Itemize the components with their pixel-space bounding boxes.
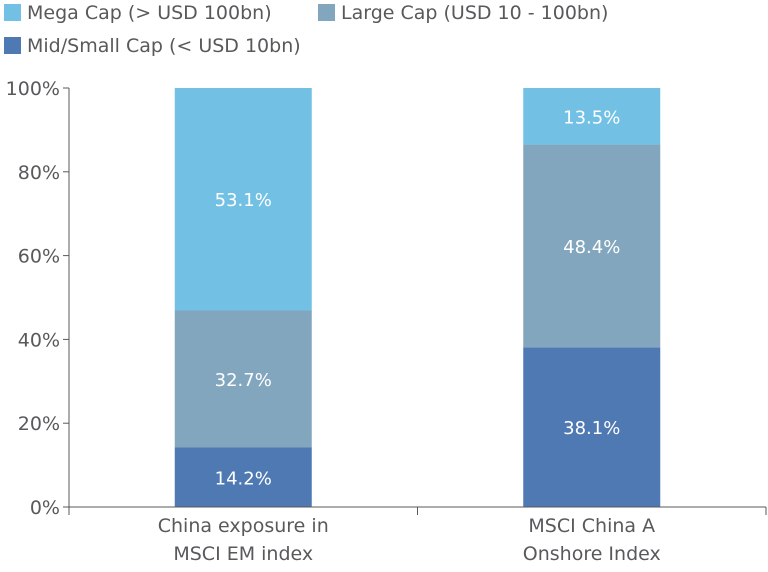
bar-segment [174, 310, 312, 448]
bar-segment [523, 144, 661, 348]
y-axis: 0% 20% 40% 60% 80% 100% [6, 78, 70, 519]
data-label: 48.4% [563, 237, 620, 258]
data-label: 53.1% [215, 190, 272, 211]
y-tick-label: 20% [18, 413, 60, 435]
legend-swatch [4, 4, 21, 21]
category-label: China exposure in MSCI EM index [158, 515, 329, 565]
data-label: 32.7% [215, 370, 272, 391]
legend-label: Large Cap (USD 10 - 100bn) [341, 2, 608, 24]
legend-label: Mega Cap (> USD 100bn) [27, 2, 272, 24]
bars: 14.2% 32.7% 53.1% 38.1% 48.4% 13.5% [174, 88, 661, 507]
y-tick-label: 0% [30, 497, 60, 519]
legend-item: Mid/Small Cap (< USD 10bn) [4, 35, 301, 57]
y-tick-label: 40% [18, 329, 60, 351]
legend-label: Mid/Small Cap (< USD 10bn) [27, 35, 301, 57]
legend-swatch [318, 4, 335, 21]
data-label: 38.1% [563, 418, 620, 439]
legend-item: Large Cap (USD 10 - 100bn) [318, 2, 608, 24]
bar-segment [523, 88, 661, 145]
data-label: 14.2% [215, 468, 272, 489]
data-label: 13.5% [563, 107, 620, 128]
y-tick-label: 60% [18, 246, 60, 268]
y-tick-label: 100% [6, 78, 60, 100]
bar-segment [523, 347, 661, 507]
legend: Mega Cap (> USD 100bn) Large Cap (USD 10 … [4, 2, 608, 57]
bar-segment [174, 88, 312, 311]
x-axis: China exposure in MSCI EM index MSCI China… [68, 506, 767, 565]
legend-item: Mega Cap (> USD 100bn) [4, 2, 272, 24]
category-label: MSCI China A Onshore Index [523, 515, 661, 565]
legend-swatch [4, 37, 21, 54]
bar-segment [174, 447, 312, 507]
y-tick-label: 80% [18, 162, 60, 184]
